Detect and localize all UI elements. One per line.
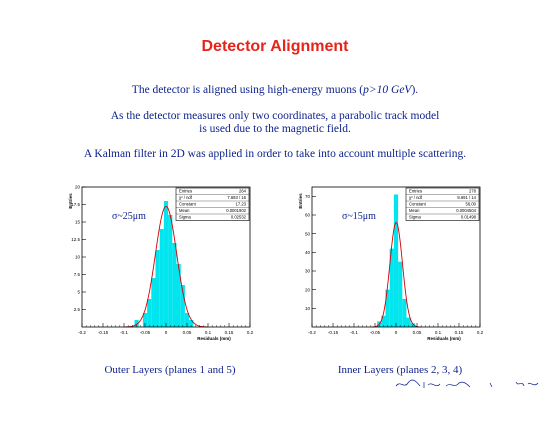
intro-paragraph: The detector is aligned using high-energ… [0,84,550,97]
x-tick-label: -0.15 [98,330,109,335]
stats-label: Entries [409,189,422,194]
histogram-bin [393,194,399,327]
stats-value: 7.693 / 16 [227,195,246,200]
histogram-bin [389,248,394,327]
histogram-bin [147,299,152,327]
histogram-bin [398,261,403,327]
stats-value: 0.01498 [461,215,477,220]
stats-value: 8.691 / 14 [457,195,476,200]
histogram-bin [176,264,181,327]
x-tick-label: 0.2 [477,330,484,335]
y-tick-label: 2.5 [74,307,81,312]
stats-value: 264 [239,189,247,194]
intro-text-suffix: ). [411,84,419,96]
y-axis-title: Entries [68,193,73,209]
y-tick-label: 20 [305,287,311,292]
histogram-bin [155,250,160,327]
stats-value: 17.23 [236,202,247,207]
stats-value: 0.0004504 [456,208,476,213]
stats-label: Sigma [179,215,192,220]
gaussian-fit-curve [123,205,209,328]
x-tick-label: -0.15 [328,330,339,335]
x-tick-label: 0.05 [183,330,192,335]
handwritten-signature [395,379,539,388]
histogram-bin [159,229,164,327]
stats-value: 56.00 [466,202,477,207]
x-tick-label: 0.15 [225,330,234,335]
x-tick-label: 0.1 [435,330,442,335]
stats-label: Constant [409,202,427,207]
histogram-bin [385,289,390,327]
histogram-bin [168,215,173,327]
histogram-bin [381,315,386,327]
x-axis-title: Residuals (mm) [427,336,461,341]
stats-box [175,187,250,221]
x-tick-label: -0.05 [140,330,151,335]
track-model-line-2: is used due to the magnetic field. [199,123,351,135]
histogram-bin [406,317,411,327]
kalman-paragraph: A Kalman filter in 2D was applied in ord… [83,148,467,160]
intro-text-momentum: p>10 GeV [363,84,412,96]
y-tick-label: 10 [75,255,81,260]
inner-layers-caption: Inner Layers (planes 2, 3, 4) [337,364,463,376]
stats-label: Mean [409,208,420,213]
outer-histogram-svg: -0.2 -0.15 -0.1 -0.05 0 0.05 0.1 0.15 0.2 Residua… [68,185,254,341]
y-tick-label: 12.5 [71,237,80,242]
y-tick-label: 30 [305,269,311,274]
x-tick-label: -0.2 [308,330,316,335]
inner-histogram-svg: -0.2 -0.15 -0.1 -0.05 0 0.05 0.1 0.15 0.2 Residua… [298,186,484,341]
y-axis-title: Entries [298,193,303,209]
x-tick-label: -0.2 [78,330,86,335]
stats-value: 0.02532 [231,215,247,220]
y-tick-label: 60 [305,213,311,218]
y-tick-label: 20 [75,185,81,190]
x-tick-label: 0.1 [205,330,212,335]
x-tick-label: 0.15 [455,330,464,335]
stats-value: 0.0001902 [226,208,246,213]
track-model-paragraph: As the detector measures only two coordi… [0,110,550,136]
histogram-bin [151,278,156,327]
y-tick-label: 7.5 [74,272,81,277]
y-tick-label: 5 [77,290,80,295]
slide-title: Detector Alignment [201,38,349,55]
stats-value: 278 [469,189,477,194]
y-tick-label: 10 [305,306,311,311]
histogram-bin [172,243,177,327]
stats-label: χ² / ndf [179,195,193,200]
stats-box [405,187,480,221]
stats-label: Entries [179,189,192,194]
x-tick-label: -0.1 [350,330,358,335]
histogram-bin [134,320,139,327]
sigma-annotation: σ~25μm [112,211,146,222]
x-tick-label: -0.1 [120,330,128,335]
x-axis-title: Residuals (mm) [197,336,231,341]
outer-layers-histogram: -0.2 -0.15 -0.1 -0.05 0 0.05 0.1 0.15 0.2 Residua… [68,185,254,350]
histogram-bin [184,313,190,327]
track-model-line-1: As the detector measures only two coordi… [110,110,440,122]
inner-layers-histogram: -0.2 -0.15 -0.1 -0.05 0 0.05 0.1 0.15 0.2 Residua… [298,185,484,350]
histogram-bin [163,201,169,327]
y-tick-label: 15 [75,220,81,225]
gaussian-fit-curve [371,221,422,328]
stats-label: Sigma [409,215,422,220]
y-tick-label: 17.5 [71,202,80,207]
histogram-bin [402,299,407,327]
histogram-bin [180,285,185,327]
x-tick-label: 0 [165,330,168,335]
y-tick-label: 40 [305,250,311,255]
stats-label: Constant [179,202,197,207]
x-tick-label: 0.2 [247,330,254,335]
stats-label: Mean [179,208,190,213]
histogram-bin [189,320,194,327]
x-tick-label: 0 [395,330,398,335]
stats-label: χ² / ndf [409,195,423,200]
sigma-annotation: σ~15μm [342,211,376,222]
x-tick-label: 0.05 [413,330,422,335]
outer-layers-caption: Outer Layers (planes 1 and 5) [104,364,236,376]
y-tick-label: 50 [305,231,311,236]
y-tick-label: 70 [305,194,311,199]
intro-text-prefix: The detector is aligned using high-energ… [131,84,364,96]
x-tick-label: -0.05 [370,330,381,335]
histogram-bin [142,313,148,327]
